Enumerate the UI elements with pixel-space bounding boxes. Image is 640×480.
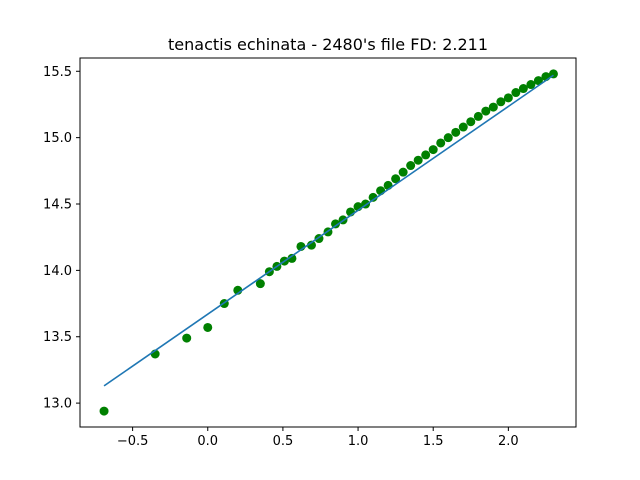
y-tick-label: 13.5 bbox=[43, 330, 72, 345]
data-point bbox=[473, 111, 483, 121]
plot-area bbox=[99, 69, 558, 416]
data-point bbox=[203, 322, 213, 332]
data-point bbox=[421, 150, 431, 160]
y-tick-label: 15.0 bbox=[43, 131, 72, 146]
data-point bbox=[496, 97, 506, 107]
data-point bbox=[413, 155, 423, 165]
data-point bbox=[287, 253, 297, 263]
x-axis: −0.5 0.0 0.5 1.0 1.5 2.0 bbox=[117, 427, 519, 449]
data-point bbox=[306, 240, 316, 250]
data-point bbox=[533, 76, 543, 86]
y-tick-label: 14.5 bbox=[43, 198, 72, 213]
x-tick-label: 0.5 bbox=[273, 434, 294, 449]
y-tick-label: 15.5 bbox=[43, 65, 72, 80]
data-point bbox=[466, 117, 476, 127]
data-point bbox=[428, 145, 438, 155]
data-point bbox=[368, 192, 378, 202]
data-point bbox=[526, 80, 536, 90]
fit-line bbox=[103, 74, 554, 387]
x-tick-label: 1.5 bbox=[423, 434, 444, 449]
chart-title: tenactis echinata - 2480's file FD: 2.21… bbox=[168, 35, 488, 54]
data-point bbox=[406, 161, 416, 171]
data-point bbox=[99, 406, 109, 416]
y-tick-label: 13.0 bbox=[43, 397, 72, 412]
data-point bbox=[518, 84, 528, 94]
data-point bbox=[436, 138, 446, 148]
data-point bbox=[398, 167, 408, 177]
axes-frame bbox=[79, 57, 577, 428]
data-point bbox=[511, 88, 521, 98]
x-tick-label: 2.0 bbox=[498, 434, 519, 449]
data-point bbox=[488, 102, 498, 112]
x-tick-label: 1.0 bbox=[348, 434, 369, 449]
data-point bbox=[331, 219, 341, 229]
x-tick-label: −0.5 bbox=[117, 434, 149, 449]
data-point bbox=[481, 106, 491, 116]
data-point bbox=[443, 133, 453, 143]
y-tick-label: 14.0 bbox=[43, 264, 72, 279]
data-point bbox=[503, 93, 513, 103]
data-point bbox=[391, 174, 401, 184]
x-tick-label: 0.0 bbox=[197, 434, 218, 449]
data-point bbox=[182, 333, 192, 343]
y-axis: 13.0 13.5 14.0 14.5 15.0 15.5 bbox=[43, 65, 80, 412]
data-point bbox=[255, 279, 265, 289]
data-point bbox=[458, 122, 468, 132]
data-point bbox=[451, 127, 461, 137]
